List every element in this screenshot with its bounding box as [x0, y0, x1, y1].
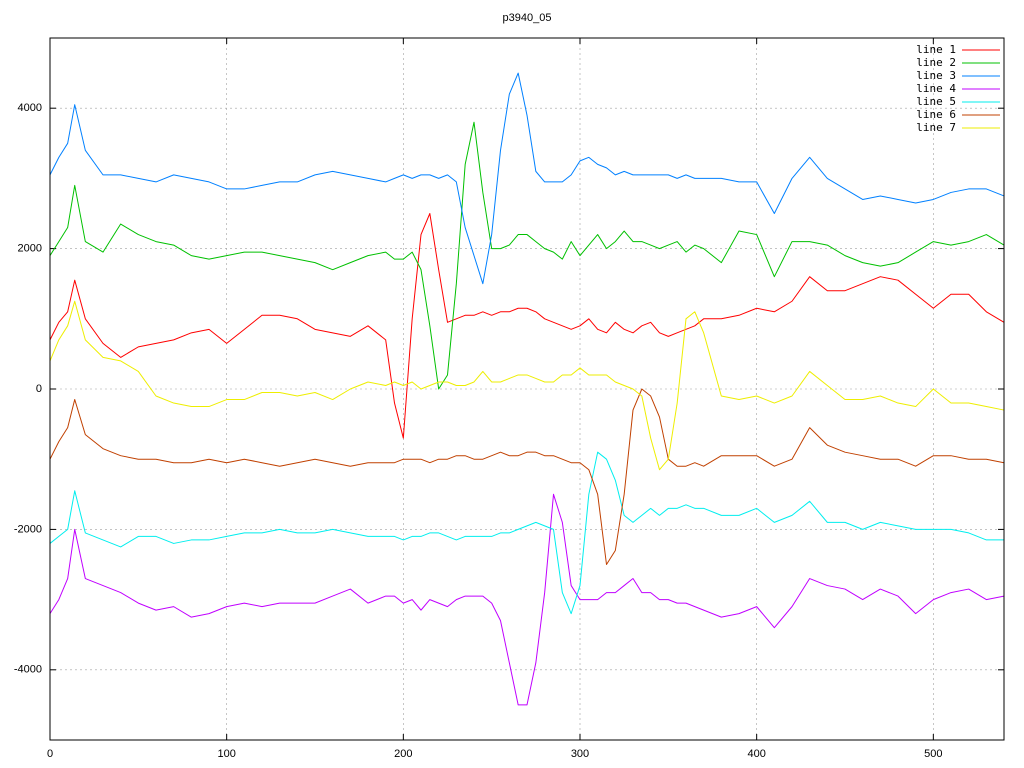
data-line: [49, 388, 1005, 565]
data-line: [49, 72, 1005, 285]
y-tick-label: -4000: [14, 664, 42, 676]
x-tick-label: 300: [571, 748, 589, 760]
x-tick-label: 0: [47, 748, 53, 760]
legend-label: line 6: [916, 108, 956, 121]
data-line: [49, 451, 1004, 615]
legend-label: line 5: [916, 95, 956, 108]
data-line: [49, 213, 1005, 439]
data-line: [49, 121, 1005, 390]
y-tick-label: 4000: [18, 102, 42, 114]
legend-label: line 7: [916, 121, 956, 134]
data-line: [49, 300, 1005, 471]
y-tick-label: -2000: [14, 523, 42, 535]
legend-label: line 1: [916, 43, 956, 56]
data-line: [49, 493, 1005, 706]
legend-label: line 4: [916, 82, 956, 95]
plot-border: [49, 37, 1005, 741]
plot-lines: [49, 72, 1005, 706]
x-tick-label: 200: [394, 748, 412, 760]
y-tick-label: 0: [36, 383, 42, 395]
x-tick-label: 500: [924, 748, 942, 760]
legend-label: line 3: [916, 69, 956, 82]
legend-label: line 2: [916, 56, 956, 69]
chart-title: p3940_05: [503, 12, 552, 24]
x-tick-label: 400: [747, 748, 765, 760]
x-tick-label: 100: [217, 748, 235, 760]
y-tick-label: 2000: [18, 243, 42, 255]
